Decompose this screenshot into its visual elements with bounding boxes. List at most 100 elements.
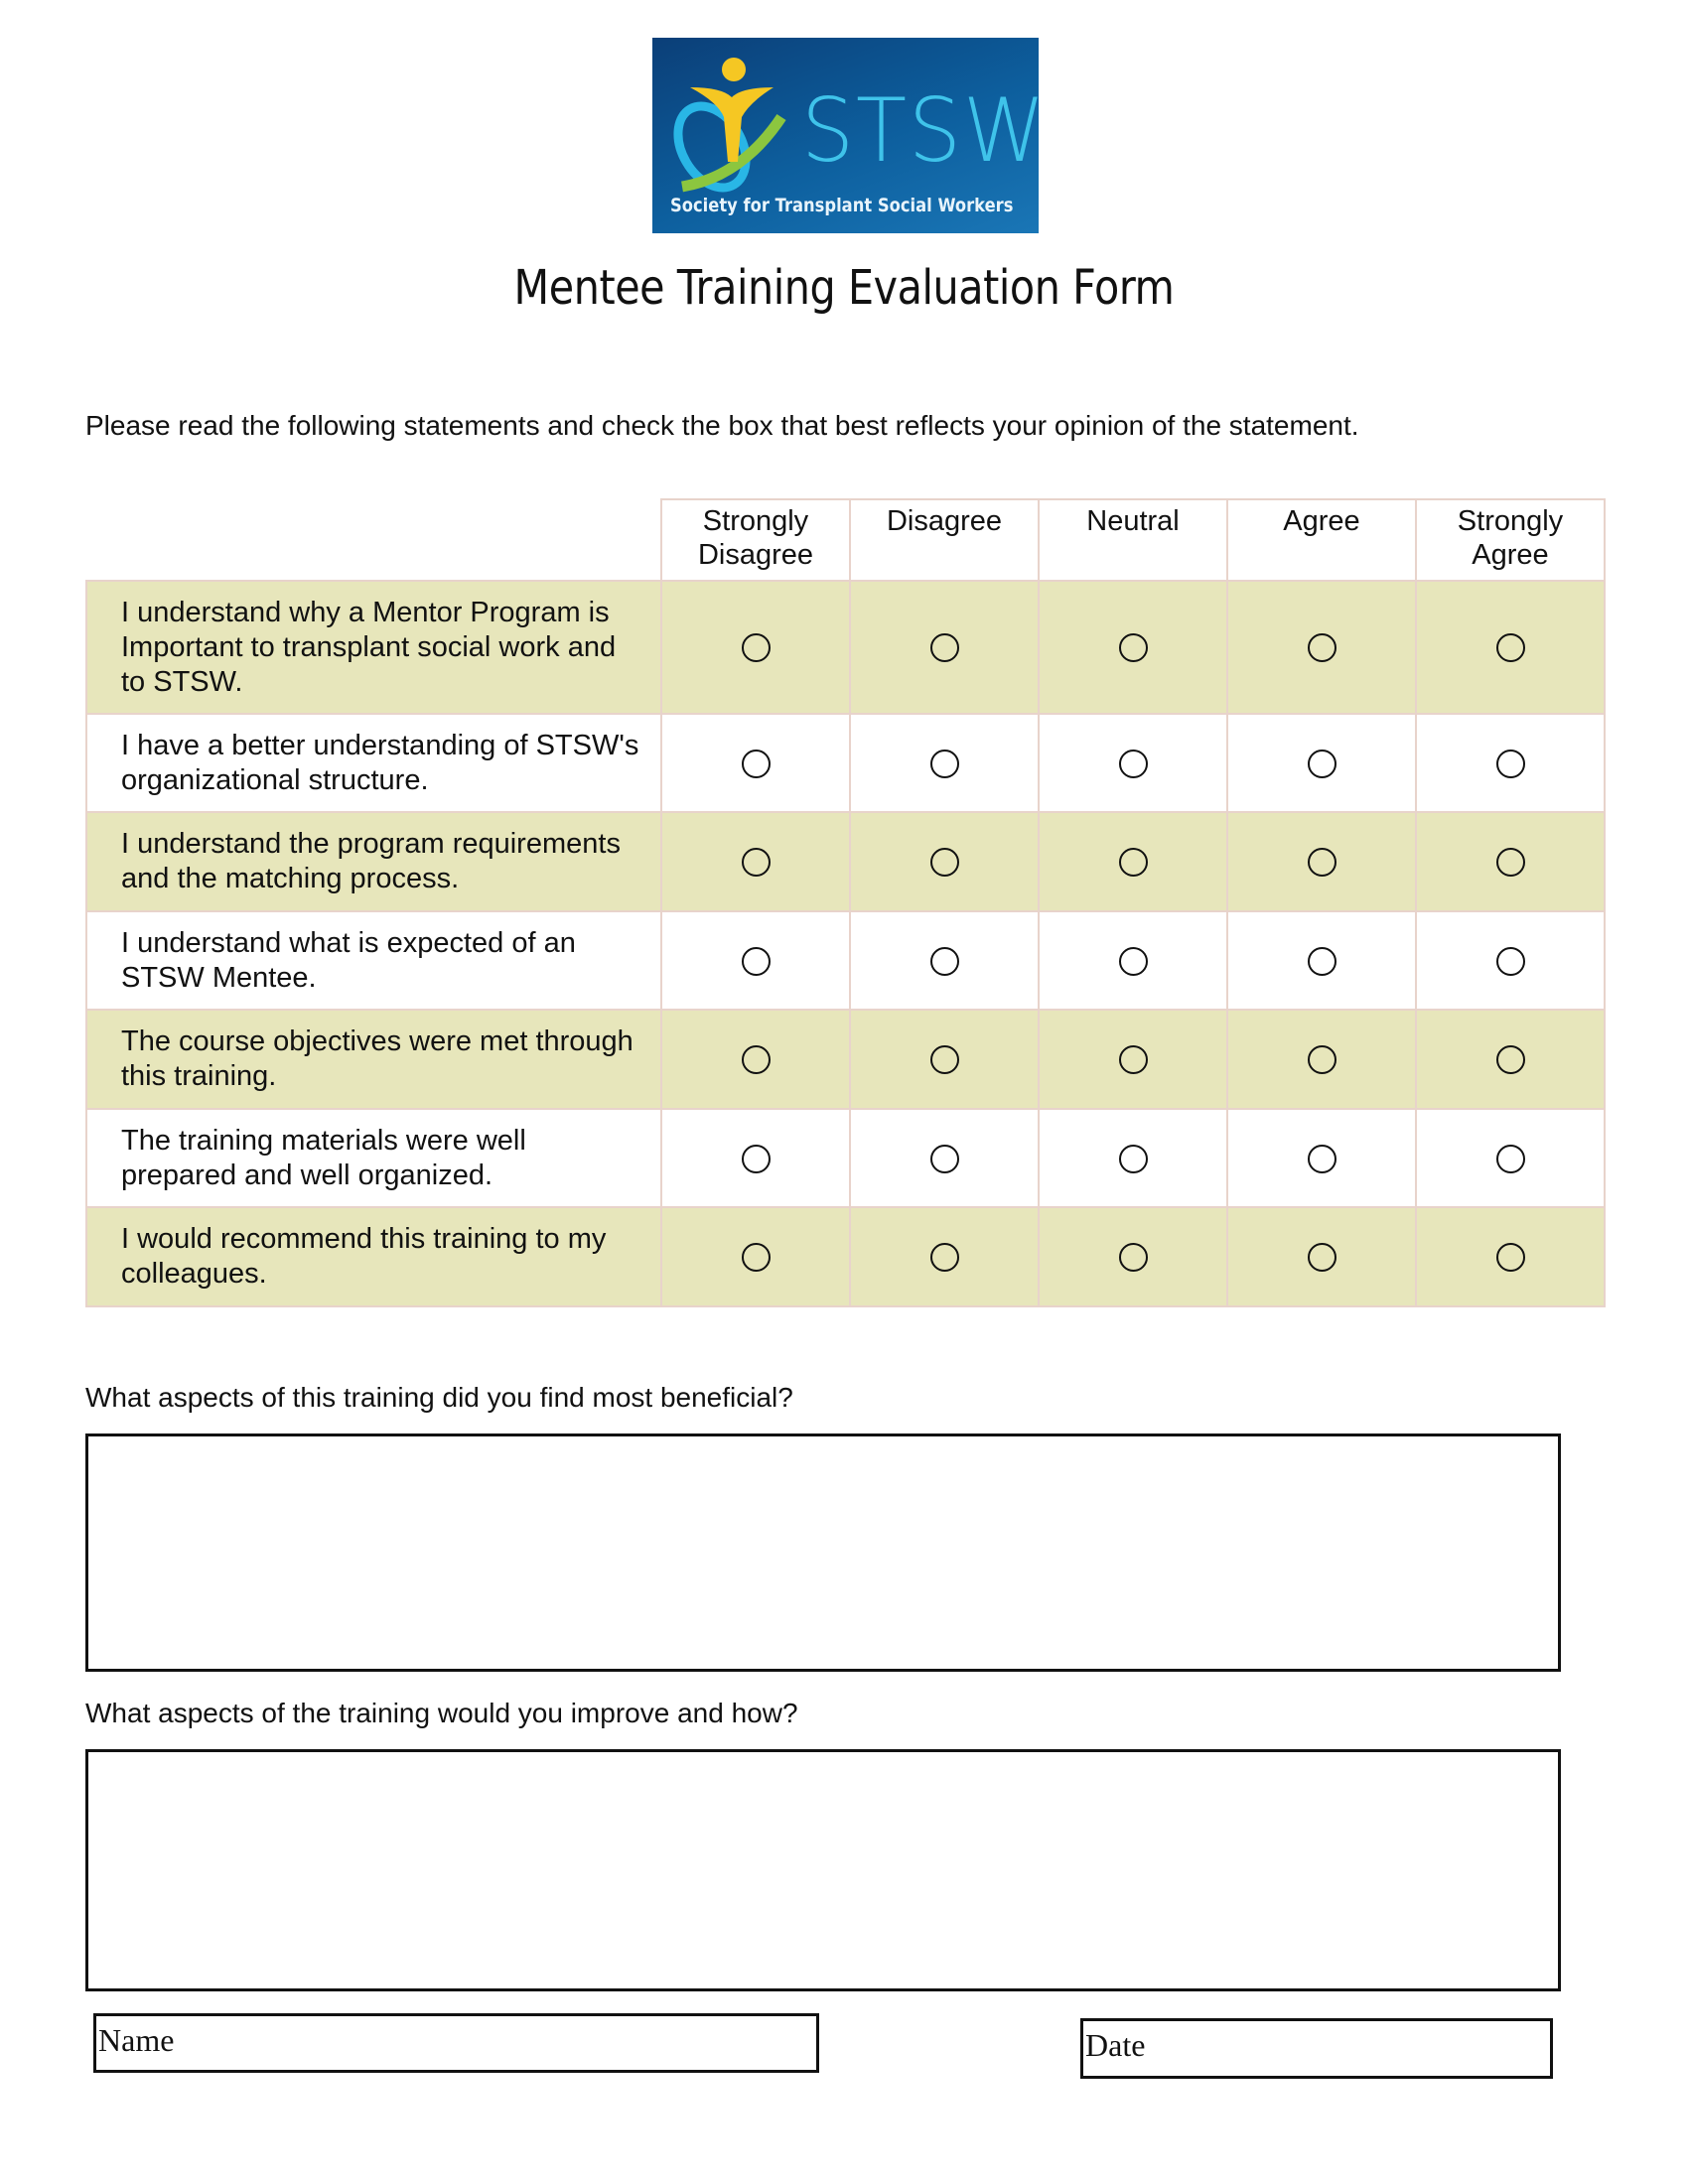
radio-button[interactable]: [1495, 1144, 1525, 1173]
radio-button[interactable]: [741, 1045, 771, 1075]
option-cell: [1226, 811, 1417, 912]
radio-button[interactable]: [929, 848, 959, 878]
option-cell: [1415, 1108, 1606, 1208]
option-cell: [849, 811, 1040, 912]
table-row: I understand the program requirements an…: [85, 811, 1606, 912]
radio-button[interactable]: [1118, 1243, 1148, 1273]
radio-button[interactable]: [1118, 749, 1148, 778]
statement-text: The training materials were well prepare…: [85, 1108, 662, 1208]
option-cell: [660, 811, 851, 912]
radio-button[interactable]: [1307, 633, 1336, 663]
option-cell: [849, 1108, 1040, 1208]
name-label: Name: [98, 2022, 175, 2058]
option-cell: [1226, 713, 1417, 813]
statement-text: I would recommend this training to my co…: [85, 1206, 662, 1307]
improve-textarea[interactable]: [85, 1749, 1561, 1991]
option-cell: [1226, 1206, 1417, 1307]
radio-button[interactable]: [1495, 749, 1525, 778]
table-row: I have a better understanding of STSW's …: [85, 713, 1606, 813]
statement-text: The course objectives were met through t…: [85, 1009, 662, 1110]
option-cell: [1226, 1108, 1417, 1208]
option-cell: [1038, 1108, 1228, 1208]
radio-button[interactable]: [1307, 946, 1336, 976]
option-cell: [849, 1009, 1040, 1110]
statement-text: I understand what is expected of an STSW…: [85, 910, 662, 1011]
date-label: Date: [1085, 2027, 1146, 2063]
option-cell: [1226, 910, 1417, 1011]
name-field[interactable]: Name: [93, 2013, 819, 2073]
radio-button[interactable]: [1495, 848, 1525, 878]
option-cell: [1038, 1206, 1228, 1307]
radio-button[interactable]: [741, 1243, 771, 1273]
radio-button[interactable]: [741, 848, 771, 878]
option-cell: [1038, 811, 1228, 912]
date-field[interactable]: Date: [1080, 2018, 1553, 2079]
option-cell: [660, 910, 851, 1011]
radio-button[interactable]: [1495, 1243, 1525, 1273]
option-cell: [849, 580, 1040, 715]
table-header-row: Strongly Disagree Disagree Neutral Agree …: [86, 498, 1606, 582]
radio-button[interactable]: [1118, 1144, 1148, 1173]
radio-button[interactable]: [1495, 946, 1525, 976]
radio-button[interactable]: [1307, 1243, 1336, 1273]
header-disagree: Disagree: [849, 498, 1040, 582]
option-cell: [660, 1009, 851, 1110]
option-cell: [1415, 580, 1606, 715]
radio-button[interactable]: [929, 633, 959, 663]
statement-text: I understand why a Mentor Program is Imp…: [85, 580, 662, 715]
radio-button[interactable]: [1118, 946, 1148, 976]
instructions: Please read the following statements and…: [85, 410, 1359, 441]
option-cell: [1038, 1009, 1228, 1110]
evaluation-table: Strongly Disagree Disagree Neutral Agree …: [85, 498, 1606, 1307]
radio-button[interactable]: [929, 749, 959, 778]
option-cell: [1415, 1009, 1606, 1110]
option-cell: [1415, 910, 1606, 1011]
page-title: Mentee Training Evaluation Form: [513, 260, 1175, 316]
radio-button[interactable]: [1307, 1045, 1336, 1075]
header-agree: Agree: [1226, 498, 1417, 582]
radio-button[interactable]: [741, 749, 771, 778]
option-cell: [660, 580, 851, 715]
statement-text: I have a better understanding of STSW's …: [85, 713, 662, 813]
option-cell: [849, 713, 1040, 813]
option-cell: [1226, 580, 1417, 715]
radio-button[interactable]: [1118, 633, 1148, 663]
radio-button[interactable]: [1307, 848, 1336, 878]
radio-button[interactable]: [741, 1144, 771, 1173]
option-cell: [1415, 713, 1606, 813]
radio-button[interactable]: [741, 946, 771, 976]
question-beneficial-label: What aspects of this training did you fi…: [85, 1382, 793, 1413]
option-cell: [1415, 1206, 1606, 1307]
header-neutral: Neutral: [1038, 498, 1228, 582]
option-cell: [660, 1108, 851, 1208]
table-row: I would recommend this training to my co…: [85, 1206, 1606, 1307]
radio-button[interactable]: [929, 946, 959, 976]
radio-button[interactable]: [1118, 848, 1148, 878]
table-row: The training materials were well prepare…: [85, 1108, 1606, 1208]
beneficial-textarea[interactable]: [85, 1433, 1561, 1672]
radio-button[interactable]: [1495, 1045, 1525, 1075]
table-row: The course objectives were met through t…: [85, 1009, 1606, 1110]
statement-text: I understand the program requirements an…: [85, 811, 662, 912]
stsw-logo: STSW Society for Transplant Social Worke…: [652, 38, 1039, 233]
header-strongly-agree: Strongly Agree: [1415, 498, 1606, 582]
radio-button[interactable]: [929, 1243, 959, 1273]
header-blank: [86, 499, 661, 582]
table-row: I understand what is expected of an STSW…: [85, 910, 1606, 1011]
option-cell: [1038, 910, 1228, 1011]
radio-button[interactable]: [929, 1045, 959, 1075]
option-cell: [1226, 1009, 1417, 1110]
radio-button[interactable]: [929, 1144, 959, 1173]
radio-button[interactable]: [1307, 749, 1336, 778]
option-cell: [849, 1206, 1040, 1307]
question-improve-label: What aspects of the training would you i…: [85, 1698, 798, 1728]
option-cell: [1038, 713, 1228, 813]
radio-button[interactable]: [741, 633, 771, 663]
radio-button[interactable]: [1495, 633, 1525, 663]
option-cell: [849, 910, 1040, 1011]
option-cell: [660, 1206, 851, 1307]
option-cell: [660, 713, 851, 813]
logo-figure-icon: [673, 58, 786, 193]
radio-button[interactable]: [1307, 1144, 1336, 1173]
radio-button[interactable]: [1118, 1045, 1148, 1075]
